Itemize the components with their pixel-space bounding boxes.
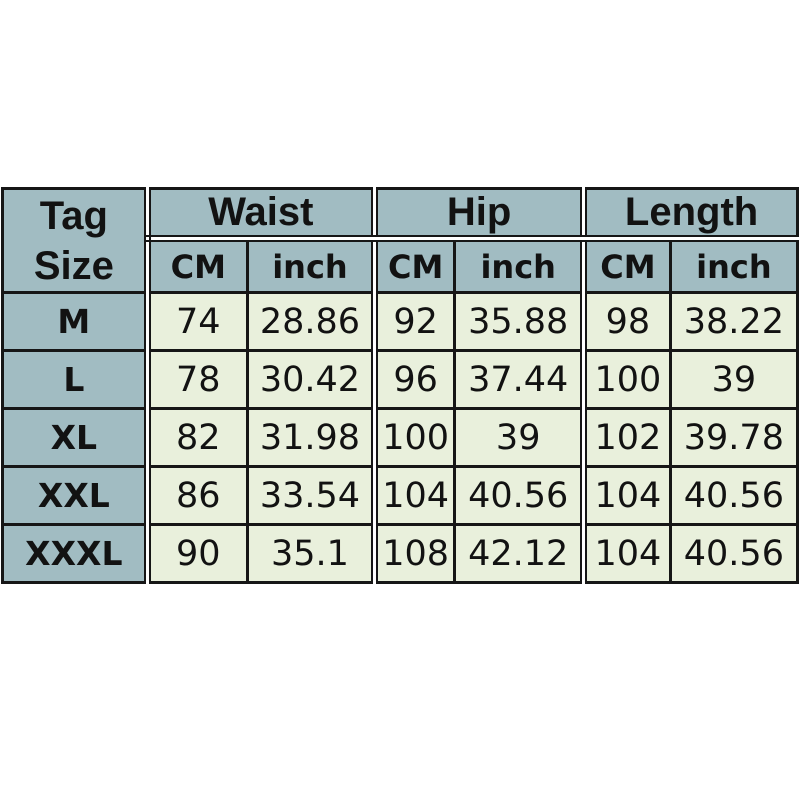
value-cell-length-inch: 38.22: [668, 291, 800, 352]
value-cell-waist-cm: 82: [143, 407, 249, 468]
unit-header-row: CM inch CM inch CM inch: [3, 237, 800, 294]
value-cell-hip-inch: 40.56: [453, 465, 586, 526]
unit-header-waist-cm: CM: [143, 237, 249, 294]
value-cell-waist-inch: 28.86: [245, 291, 377, 352]
value-cell-waist-cm: 90: [143, 523, 249, 584]
value-cell-waist-inch: 31.98: [245, 407, 377, 468]
value-cell-hip-inch: 39: [453, 407, 586, 468]
value-cell-length-cm: 104: [580, 523, 672, 584]
unit-header-hip-cm: CM: [371, 237, 457, 294]
table-row-l: L 78 30.42 96 37.44 100 39: [1, 349, 800, 410]
unit-header-length-inch: inch: [668, 237, 800, 294]
value-cell-waist-inch: 30.42: [245, 349, 377, 410]
group-header-row: Tag Size Waist Hip Length: [1, 187, 799, 294]
size-chart-table: Tag Size Waist Hip Length CM inch CM inc…: [1, 187, 800, 584]
value-cell-waist-inch: 35.1: [245, 523, 377, 584]
value-cell-hip-inch: 35.88: [453, 291, 586, 352]
value-cell-waist-cm: 86: [143, 465, 249, 526]
corner-line-tag: Tag: [39, 193, 108, 238]
value-cell-waist-cm: 78: [143, 349, 249, 410]
value-cell-hip-cm: 96: [371, 349, 457, 410]
group-header-hip: Hip: [371, 187, 586, 242]
value-cell-length-inch: 39.78: [668, 407, 800, 468]
value-cell-length-cm: 100: [580, 349, 672, 410]
size-cell: M: [1, 291, 149, 352]
value-cell-hip-inch: 37.44: [453, 349, 586, 410]
value-cell-length-cm: 104: [580, 465, 672, 526]
value-cell-waist-inch: 33.54: [245, 465, 377, 526]
value-cell-length-inch: 40.56: [668, 523, 800, 584]
table-row-m: M 74 28.86 92 35.88 98 38.22: [1, 291, 800, 352]
value-cell-hip-inch: 42.12: [453, 523, 586, 584]
group-header-waist: Waist: [143, 187, 377, 242]
size-cell: XXXL: [1, 523, 149, 584]
value-cell-length-cm: 102: [580, 407, 672, 468]
table-row-xxxl: XXXL 90 35.1 108 42.12 104 40.56: [1, 523, 800, 584]
corner-line-size: Size: [33, 243, 114, 288]
value-cell-hip-cm: 108: [371, 523, 457, 584]
corner-header-tag-size: Tag Size: [1, 187, 149, 294]
size-cell: XL: [1, 407, 149, 468]
value-cell-length-cm: 98: [580, 291, 672, 352]
value-cell-hip-cm: 100: [371, 407, 457, 468]
unit-header-length-cm: CM: [580, 237, 672, 294]
size-cell: L: [1, 349, 149, 410]
value-cell-length-inch: 40.56: [668, 465, 800, 526]
value-cell-hip-cm: 104: [371, 465, 457, 526]
unit-header-waist-inch: inch: [245, 237, 377, 294]
table-row-xxl: XXL 86 33.54 104 40.56 104 40.56: [1, 465, 800, 526]
value-cell-waist-cm: 74: [143, 291, 249, 352]
size-cell: XXL: [1, 465, 149, 526]
group-header-length: Length: [580, 187, 799, 242]
table-row-xl: XL 82 31.98 100 39 102 39.78: [1, 407, 800, 468]
unit-header-hip-inch: inch: [453, 237, 586, 294]
value-cell-hip-cm: 92: [371, 291, 457, 352]
value-cell-length-inch: 39: [668, 349, 800, 410]
